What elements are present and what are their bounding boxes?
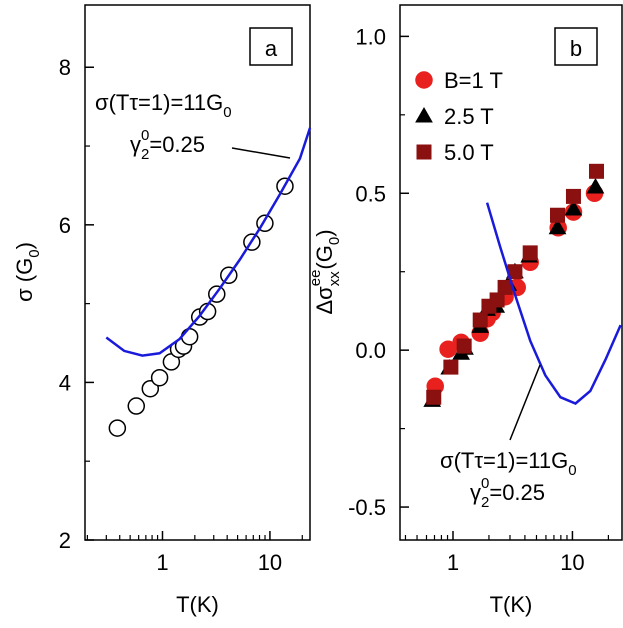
data-point	[472, 312, 488, 328]
superscript: 0	[481, 475, 489, 492]
panel-label-box	[554, 27, 598, 66]
y-tick-label: -0.5	[348, 495, 386, 520]
text-part: (G	[312, 245, 337, 269]
text-part: =0.25	[489, 480, 545, 505]
legend-marker	[415, 106, 433, 123]
curve	[105, 127, 312, 357]
annotation-pointer	[231, 147, 291, 159]
text-part: σ (G	[12, 258, 37, 302]
annotation-pointer	[509, 364, 541, 441]
data-point	[141, 379, 160, 398]
data-point	[586, 177, 605, 194]
data-point	[588, 163, 604, 179]
y-tick-label: 6	[59, 213, 71, 238]
plot-frame	[399, 4, 623, 541]
panel-label: a	[265, 36, 278, 61]
superscript: 0	[141, 127, 149, 144]
annotation: σ(Tτ=1)=11G0	[95, 90, 232, 121]
text-part: γ	[470, 480, 481, 505]
legend-label: B=1 T	[444, 68, 503, 93]
data-point	[426, 389, 442, 405]
text-part: γ	[130, 132, 141, 157]
text-part: )	[12, 242, 37, 249]
panel-label: b	[570, 36, 582, 61]
data-point	[443, 359, 459, 375]
plot-frame	[84, 4, 311, 541]
annotation: γ2 0=0.25	[130, 127, 205, 163]
x-tick-label: 10	[258, 550, 282, 575]
x-tick-label: 1	[447, 550, 459, 575]
annotation: σ(Tτ=1)=11G0	[440, 448, 577, 479]
subscript: xx	[326, 271, 343, 287]
y-tick-label: 0.0	[355, 338, 386, 363]
data-point	[522, 245, 538, 261]
text-part: )	[312, 229, 337, 236]
text-part: Δσ	[312, 286, 337, 315]
y-tick-label: 1.0	[355, 24, 386, 49]
data-point	[108, 419, 127, 437]
subscript: 0	[26, 249, 43, 257]
y-tick-label: 2	[59, 528, 71, 553]
legend-label: 5.0 T	[444, 140, 494, 165]
x-tick-label: 10	[560, 550, 584, 575]
text-part: σ(Tτ=1)=11G	[95, 90, 223, 115]
data-point	[548, 218, 567, 235]
subscript: 0	[326, 237, 343, 245]
legend-label: 2.5 T	[444, 104, 494, 129]
y-axis-label: σ (G0)	[12, 242, 43, 302]
data-point	[489, 292, 505, 308]
y-tick-label: 0.5	[355, 181, 386, 206]
panel-label-box	[249, 27, 293, 66]
data-point	[565, 188, 581, 204]
data-point	[456, 338, 472, 354]
x-tick-label: 1	[156, 550, 168, 575]
subscript: 2	[481, 494, 489, 511]
subscript: 0	[568, 462, 576, 479]
subscript: 0	[223, 104, 231, 121]
data-point	[150, 368, 169, 387]
data-point	[180, 327, 199, 346]
annotation: γ2 0=0.25	[470, 475, 545, 511]
x-axis-label: T(K)	[490, 592, 533, 617]
subscript: 2	[141, 146, 149, 163]
superscript: ee	[307, 270, 324, 287]
y-tick-label: 8	[59, 55, 71, 80]
data-point	[564, 199, 583, 216]
text-part: σ(Tτ=1)=11G	[440, 448, 568, 473]
y-axis-label: Δσxxee(G0)	[307, 229, 343, 314]
x-axis-label: T(K)	[176, 592, 219, 617]
curve	[485, 202, 622, 405]
y-tick-label: 4	[59, 370, 71, 395]
legend-marker	[415, 71, 433, 89]
text-part: =0.25	[149, 132, 205, 157]
data-point	[127, 397, 146, 415]
legend-marker	[416, 144, 432, 160]
data-point	[550, 207, 566, 223]
